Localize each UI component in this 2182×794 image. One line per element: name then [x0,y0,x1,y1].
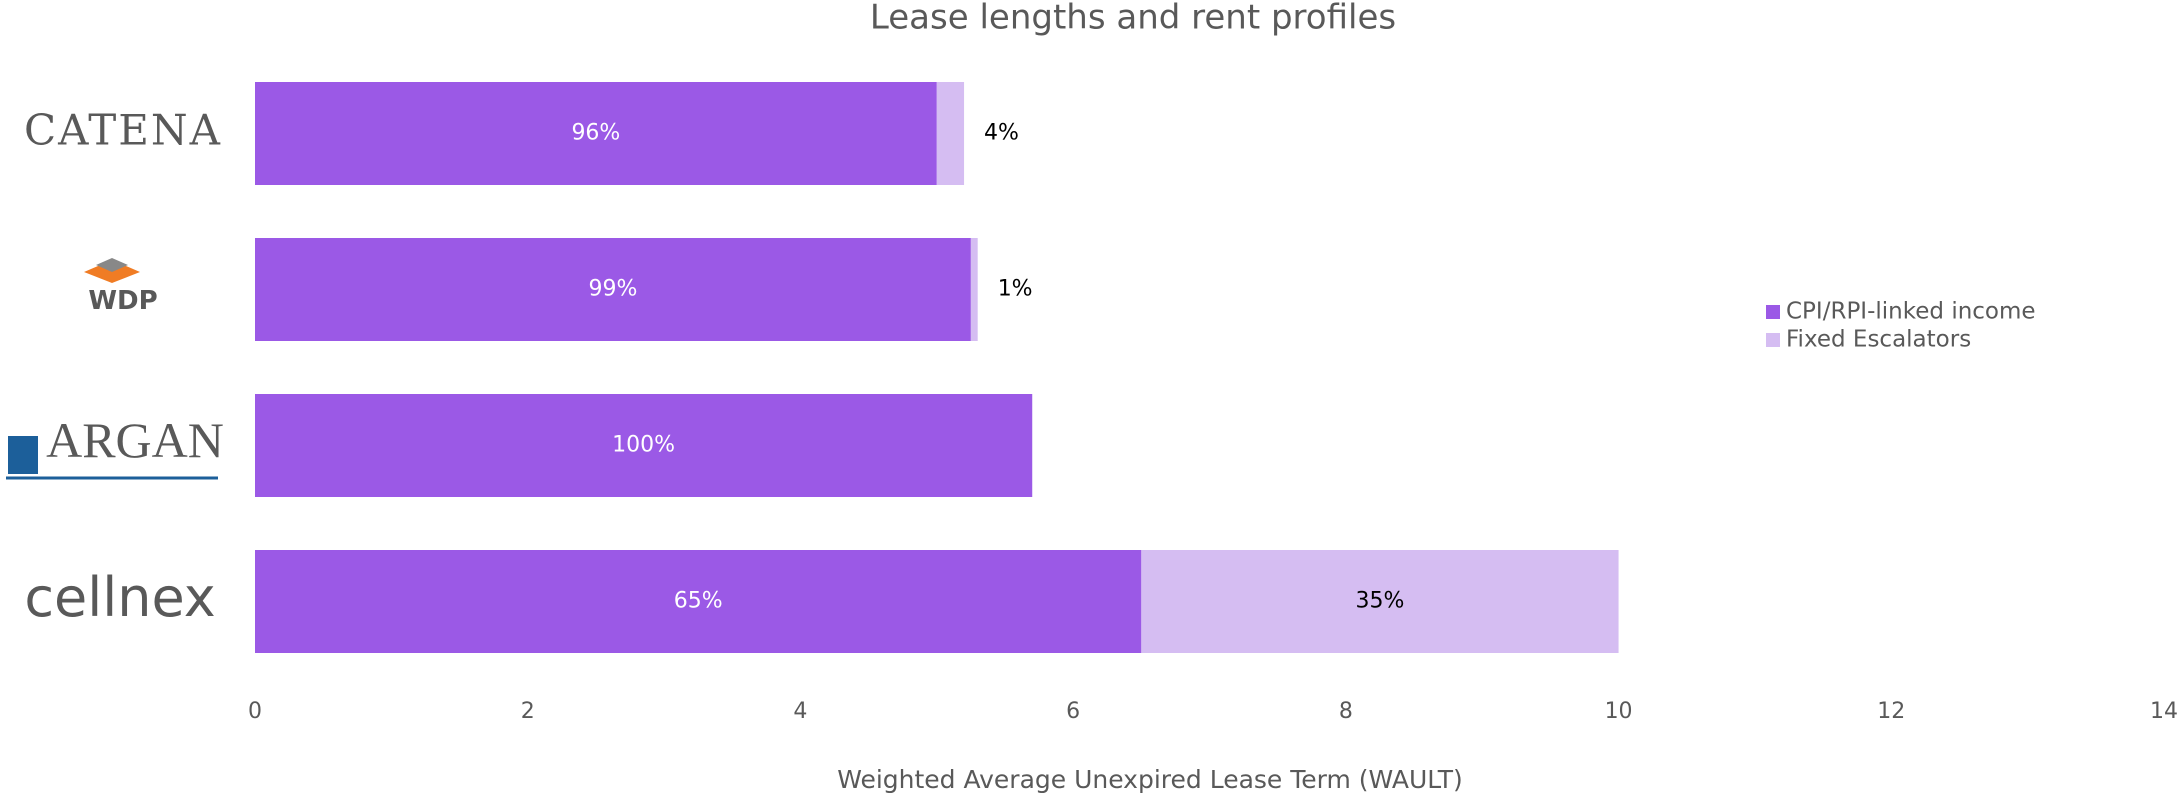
x-tick-label: 14 [2150,699,2178,724]
category-label: WDP [88,286,157,316]
legend-swatch [1766,305,1780,319]
data-label: 1% [998,277,1033,302]
x-axis-label: Weighted Average Unexpired Lease Term (W… [837,765,1463,794]
x-tick-label: 4 [793,699,807,724]
legend-swatch [1766,333,1780,347]
bar-segment [970,238,978,341]
x-tick-label: 12 [1877,699,1905,724]
data-label: 65% [674,589,723,614]
bar-segment [255,82,937,185]
data-label: 35% [1355,589,1404,614]
data-label: 100% [612,433,675,458]
bar-segment [255,394,1033,497]
x-tick-label: 0 [248,699,262,724]
bar-segment [1141,550,1619,653]
x-tick-label: 6 [1066,699,1080,724]
category-label: CATENA [24,106,222,155]
data-label: 4% [984,121,1019,146]
x-tick-label: 8 [1339,699,1353,724]
category-label: cellnex [24,566,215,629]
legend-label: CPI/RPI-linked income [1786,299,2036,325]
chart-title: Lease lengths and rent profiles [870,0,1396,38]
argan-logo-shape [8,436,38,474]
x-tick-label: 2 [521,699,535,724]
legend-label: Fixed Escalators [1786,327,1971,353]
wdp-logo-shape [96,258,128,272]
data-label: 99% [588,277,637,302]
x-tick-label: 10 [1605,699,1633,724]
bar-segment [255,238,971,341]
bar-segment [936,82,965,185]
data-label: 96% [571,121,620,146]
category-label: ARGAN [46,412,224,468]
bar-segment [255,550,1142,653]
